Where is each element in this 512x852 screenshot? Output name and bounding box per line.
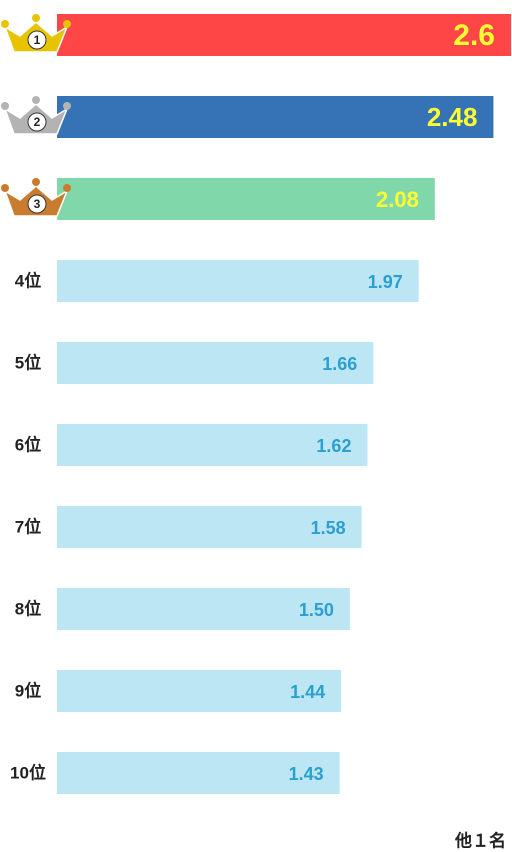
bar [57,342,374,384]
rank-label: 8位 [15,598,41,618]
rank-badge [27,112,47,132]
bar [57,670,342,712]
bar [57,424,368,466]
rank-badge [27,194,47,214]
value-label: 1.66 [322,354,357,374]
rank-label: 3 [34,197,41,211]
rank-label: 10位 [10,762,46,782]
crown-tip [32,96,40,104]
rank-label: 4位 [15,270,41,290]
bar [57,178,435,220]
bar [57,96,494,138]
crown-tip [32,178,40,186]
rank-badge [27,30,47,50]
bar [57,260,419,302]
bar [57,14,511,56]
rank-label: 7位 [15,516,41,536]
rank-label: 2 [34,115,41,129]
footnote: 他１名 [454,830,506,850]
crown-tip [1,184,9,192]
value-label: 1.97 [368,272,403,292]
bar [57,752,340,794]
crown-tip [32,14,40,22]
crown-tip [63,102,71,110]
rank-label: 5位 [15,352,41,372]
value-label: 1.50 [299,600,334,620]
value-label: 2.08 [376,187,419,212]
bar [57,506,362,548]
value-label: 1.44 [290,682,325,702]
value-label: 1.43 [289,764,324,784]
rank-label: 9位 [15,680,41,700]
rank-label: 6位 [15,434,41,454]
value-label: 1.58 [311,518,346,538]
bar [57,588,350,630]
value-label: 1.62 [316,436,351,456]
crown-tip [63,20,71,28]
crown-tip [1,102,9,110]
crown-tip [1,20,9,28]
value-label: 2.48 [427,102,478,132]
rank-label: 1 [34,33,41,47]
value-label: 2.6 [453,19,495,52]
crown-tip [63,184,71,192]
